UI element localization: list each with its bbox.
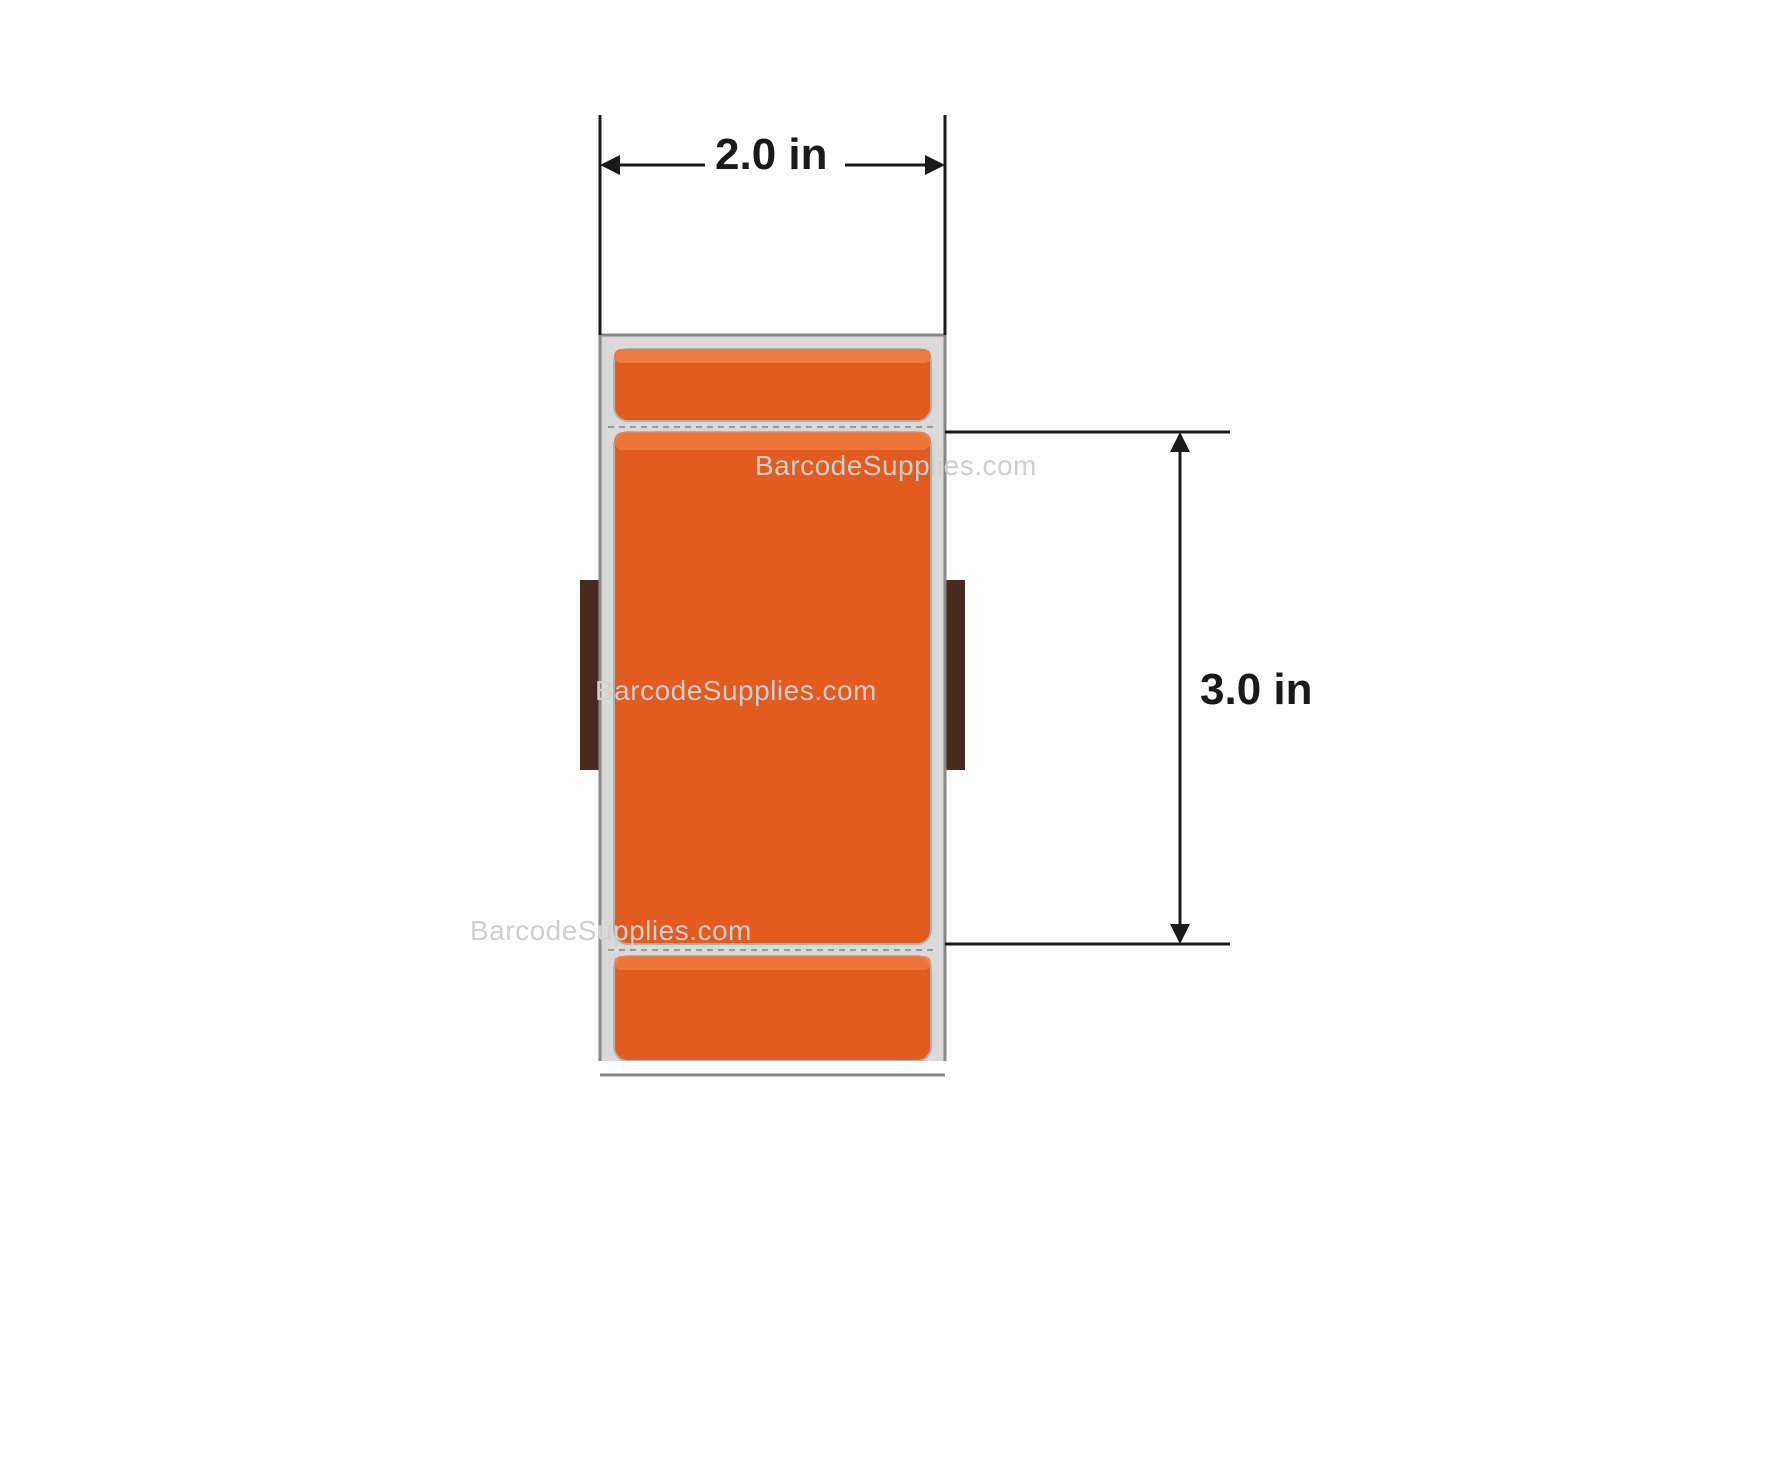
width-arrow-right xyxy=(925,155,945,175)
height-arrow-top xyxy=(1170,432,1190,452)
label-segment-top-highlight xyxy=(614,349,931,363)
height-arrow-bottom xyxy=(1170,924,1190,944)
watermark-1: BarcodeSupplies.com xyxy=(755,450,1037,482)
label-segment-bottom xyxy=(614,956,931,1061)
bottom-clip xyxy=(598,1061,947,1101)
label-roll-diagram: 2.0 in 3.0 in BarcodeSupplies.com Barcod… xyxy=(0,0,1772,1476)
watermark-3: BarcodeSupplies.com xyxy=(470,915,752,947)
label-segment-main-highlight xyxy=(614,432,931,450)
width-dimension-label: 2.0 in xyxy=(715,130,828,180)
label-segment-bottom-highlight xyxy=(614,956,931,970)
height-dimension-label: 3.0 in xyxy=(1200,665,1313,715)
width-arrow-left xyxy=(600,155,620,175)
diagram-svg xyxy=(0,0,1772,1476)
watermark-2: BarcodeSupplies.com xyxy=(595,675,877,707)
